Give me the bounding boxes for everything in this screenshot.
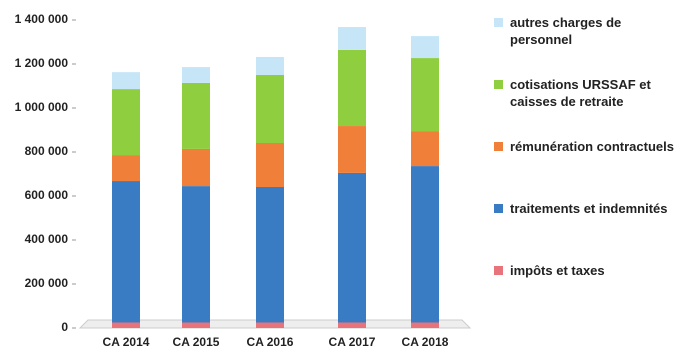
legend-swatch — [494, 204, 503, 213]
legend-swatch — [494, 266, 503, 275]
bar-segment — [411, 166, 439, 323]
y-tick-label: 600 000 — [25, 188, 69, 202]
bar-segment — [256, 186, 284, 323]
bar-segment — [182, 322, 210, 328]
x-tick-label: CA 2015 — [173, 335, 220, 349]
bar-segment — [411, 322, 439, 328]
bar-segment — [411, 131, 439, 167]
bar-segment — [182, 148, 210, 187]
bar-segment — [112, 181, 140, 323]
bar-segment — [256, 56, 284, 75]
legend-swatch — [494, 142, 503, 151]
bar-segment — [182, 67, 210, 83]
legend-label: cotisations URSSAF et caisses de retrait… — [510, 77, 651, 109]
y-tick-label: 400 000 — [25, 232, 69, 246]
legend-label: traitements et indemnités — [510, 201, 668, 216]
bar-segment — [112, 72, 140, 90]
legend-item: autres charges de personnel — [490, 14, 685, 76]
legend-item: cotisations URSSAF et caisses de retrait… — [490, 76, 685, 138]
bar-segment — [411, 58, 439, 132]
x-tick-label: CA 2016 — [247, 335, 294, 349]
legend-swatch — [494, 18, 503, 27]
x-tick-label: CA 2014 — [103, 335, 150, 349]
bar-segment — [256, 75, 284, 143]
legend-label: autres charges de personnel — [510, 15, 622, 47]
bar-segment — [338, 126, 366, 173]
bar-segment — [256, 322, 284, 328]
y-tick-label: 0 — [61, 320, 68, 334]
bar-segment — [112, 155, 140, 182]
y-tick-label: 800 000 — [25, 144, 69, 158]
y-tick-label: 1 400 000 — [15, 12, 69, 26]
bar-segment — [338, 172, 366, 323]
legend-item: rémunération contractuels — [490, 138, 685, 200]
legend-item: impôts et taxes — [490, 262, 685, 324]
bar-segment — [411, 36, 439, 59]
y-tick-label: 1 200 000 — [15, 56, 69, 70]
legend-swatch — [494, 80, 503, 89]
bar-segment — [338, 27, 366, 50]
bar-segment — [182, 82, 210, 149]
bar-segment — [256, 142, 284, 187]
bar-segment — [112, 322, 140, 328]
legend-item: traitements et indemnités — [490, 200, 685, 262]
legend-label: impôts et taxes — [510, 263, 605, 278]
y-tick-label: 1 000 000 — [15, 100, 69, 114]
legend: autres charges de personnel cotisations U… — [490, 14, 685, 324]
x-tick-label: CA 2017 — [329, 335, 376, 349]
bar-segment — [182, 186, 210, 323]
x-tick-label: CA 2018 — [402, 335, 449, 349]
legend-label: rémunération contractuels — [510, 139, 674, 154]
bar-segment — [338, 49, 366, 127]
bar-segment — [338, 322, 366, 328]
bar-segment — [112, 89, 140, 156]
y-tick-label: 200 000 — [25, 276, 69, 290]
